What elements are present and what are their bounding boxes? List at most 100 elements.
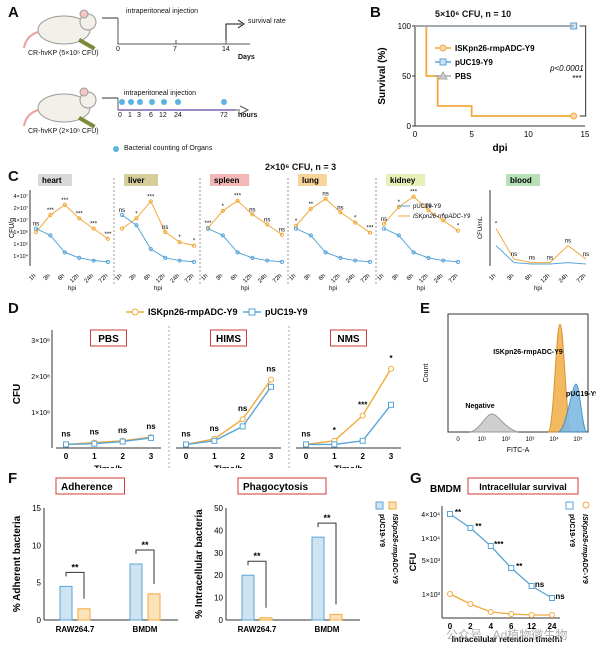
c-x-tick: 1h bbox=[376, 273, 385, 282]
f-adh-sig: ** bbox=[71, 562, 79, 572]
f-adh-y-tick: 15 bbox=[32, 504, 41, 513]
point-blue bbox=[91, 258, 96, 263]
d-x-label: Time/h bbox=[214, 464, 243, 468]
c-y-tick: 2×10⁷ bbox=[14, 205, 28, 212]
c-sig: *** bbox=[47, 208, 55, 214]
e-x-tick: 10⁵ bbox=[573, 436, 583, 443]
f-adh-y-tick: 5 bbox=[37, 579, 42, 588]
c-x-tick: 6h bbox=[406, 273, 415, 282]
point-orange bbox=[323, 196, 328, 201]
point-blue bbox=[338, 255, 343, 260]
point-orange bbox=[338, 210, 343, 215]
c-y-tick: 1×10⁵ bbox=[13, 241, 28, 248]
legend-marker bbox=[439, 44, 447, 52]
f-adh-x-tick: RAW264.7 bbox=[56, 625, 95, 634]
e-x-tick: 10² bbox=[502, 437, 511, 443]
significance-bracket bbox=[579, 25, 587, 117]
flow-histogram: Count FITC-A 0 10¹ 10² 10³ 10⁴ 10⁵ ISKpn26-rmpAD… bbox=[423, 313, 596, 454]
point-orange bbox=[105, 236, 111, 241]
c-sig: * bbox=[295, 219, 298, 225]
series-blue-spleen bbox=[207, 228, 283, 263]
d-blue-line bbox=[65, 437, 152, 446]
g-point-blue bbox=[508, 565, 515, 571]
d-blue-line bbox=[306, 404, 392, 446]
c-sig: * bbox=[178, 235, 181, 241]
point-orange bbox=[91, 226, 96, 231]
point-blue bbox=[323, 250, 328, 255]
c-sig: *** bbox=[366, 226, 374, 232]
c-sig: * bbox=[135, 211, 138, 217]
point-orange bbox=[265, 222, 270, 227]
p-value: p<0.0001 bbox=[549, 64, 584, 73]
x-axis-label: dpi bbox=[493, 143, 508, 154]
d-sig: ns bbox=[266, 365, 276, 374]
point-orange bbox=[163, 229, 168, 235]
point-blue bbox=[205, 226, 211, 231]
f-phago-y-tick: 50 bbox=[214, 504, 223, 513]
y-tick-label: 0 bbox=[407, 122, 412, 131]
d-y-tick: 3×10⁸ bbox=[31, 338, 50, 345]
f-phago-bar-orange bbox=[329, 613, 343, 621]
point-blue bbox=[381, 226, 387, 231]
tissue-label-spleen: spleen bbox=[214, 176, 239, 185]
f-phago-x-tick: RAW264.7 bbox=[238, 625, 277, 634]
timeline-bottom bbox=[102, 97, 250, 115]
c-x-tick: 12h bbox=[69, 273, 80, 284]
point-blue bbox=[119, 212, 125, 218]
g-point-blue bbox=[528, 583, 535, 589]
g-celltype: BMDM bbox=[430, 484, 461, 495]
c-sig: ns bbox=[425, 203, 431, 209]
g-y-tick: 1×10⁴ bbox=[421, 536, 440, 543]
f-legend-orange bbox=[388, 501, 397, 510]
e-x-tick: 10³ bbox=[526, 437, 535, 443]
series-orange-lung bbox=[295, 198, 371, 234]
point-blue bbox=[250, 255, 255, 260]
c-sig: * bbox=[354, 215, 357, 221]
blood-x-tick: 1h bbox=[488, 273, 497, 282]
legend-label-0: ISKpn26-rmpADC-Y9 bbox=[455, 44, 535, 53]
y-axis-label: Survival (%) bbox=[377, 47, 388, 104]
d-x-tick: 3 bbox=[389, 452, 394, 461]
tick-top-0: 0 bbox=[116, 46, 120, 53]
point-orange bbox=[279, 232, 285, 237]
point-blue bbox=[148, 246, 153, 252]
panel-label-e: E bbox=[420, 300, 431, 317]
g-point-blue bbox=[549, 595, 555, 601]
c-sig: * bbox=[442, 213, 445, 219]
d-sig: ns bbox=[61, 429, 71, 438]
g-x-label: Intracellular retention time(h) bbox=[452, 635, 563, 642]
d-x-tick: 2 bbox=[240, 452, 245, 461]
series-end-point-0 bbox=[570, 112, 578, 120]
c-x-tick: 72h bbox=[98, 273, 109, 284]
g-point-orange bbox=[467, 601, 474, 607]
c-sig: ns bbox=[322, 192, 328, 198]
f-adh-bar-blue bbox=[59, 585, 73, 621]
f-adh-bracket bbox=[65, 571, 85, 599]
c-sig: * bbox=[457, 224, 460, 230]
d-y-tick: 2×10⁸ bbox=[31, 374, 50, 381]
c-x-tick: 72h bbox=[272, 273, 283, 284]
d-legend-label: pUC19-Y9 bbox=[265, 307, 308, 317]
d-x-tick: 1 bbox=[212, 452, 217, 461]
c-y-tick: 4×10⁷ bbox=[14, 193, 28, 200]
g-title: Intracellular survival bbox=[479, 482, 567, 492]
g-x-tick: 12 bbox=[527, 622, 536, 631]
x-tick-label: 0 bbox=[413, 130, 418, 139]
f-adh-sig: ** bbox=[141, 540, 149, 550]
point-orange bbox=[177, 240, 182, 245]
f-phago-x-tick: BMDM bbox=[315, 625, 340, 634]
g-sig: ns bbox=[555, 592, 565, 601]
d-sig: ns bbox=[181, 429, 191, 438]
blood-x-tick: 12h bbox=[540, 273, 551, 284]
c-sig: *** bbox=[147, 194, 155, 200]
point-blue bbox=[235, 250, 240, 255]
point-blue bbox=[279, 259, 285, 265]
tick-b-0: 0 bbox=[118, 112, 122, 119]
c-x-tick: 3h bbox=[43, 273, 52, 282]
arrow-label-injection-bottom: intraperitoneal injection bbox=[124, 90, 196, 97]
c-sig: * bbox=[193, 239, 196, 245]
point-blue bbox=[308, 233, 313, 238]
c-x-tick: 24h bbox=[170, 273, 181, 284]
series-orange-spleen bbox=[207, 200, 283, 236]
c-x-tick: 72h bbox=[360, 273, 371, 284]
